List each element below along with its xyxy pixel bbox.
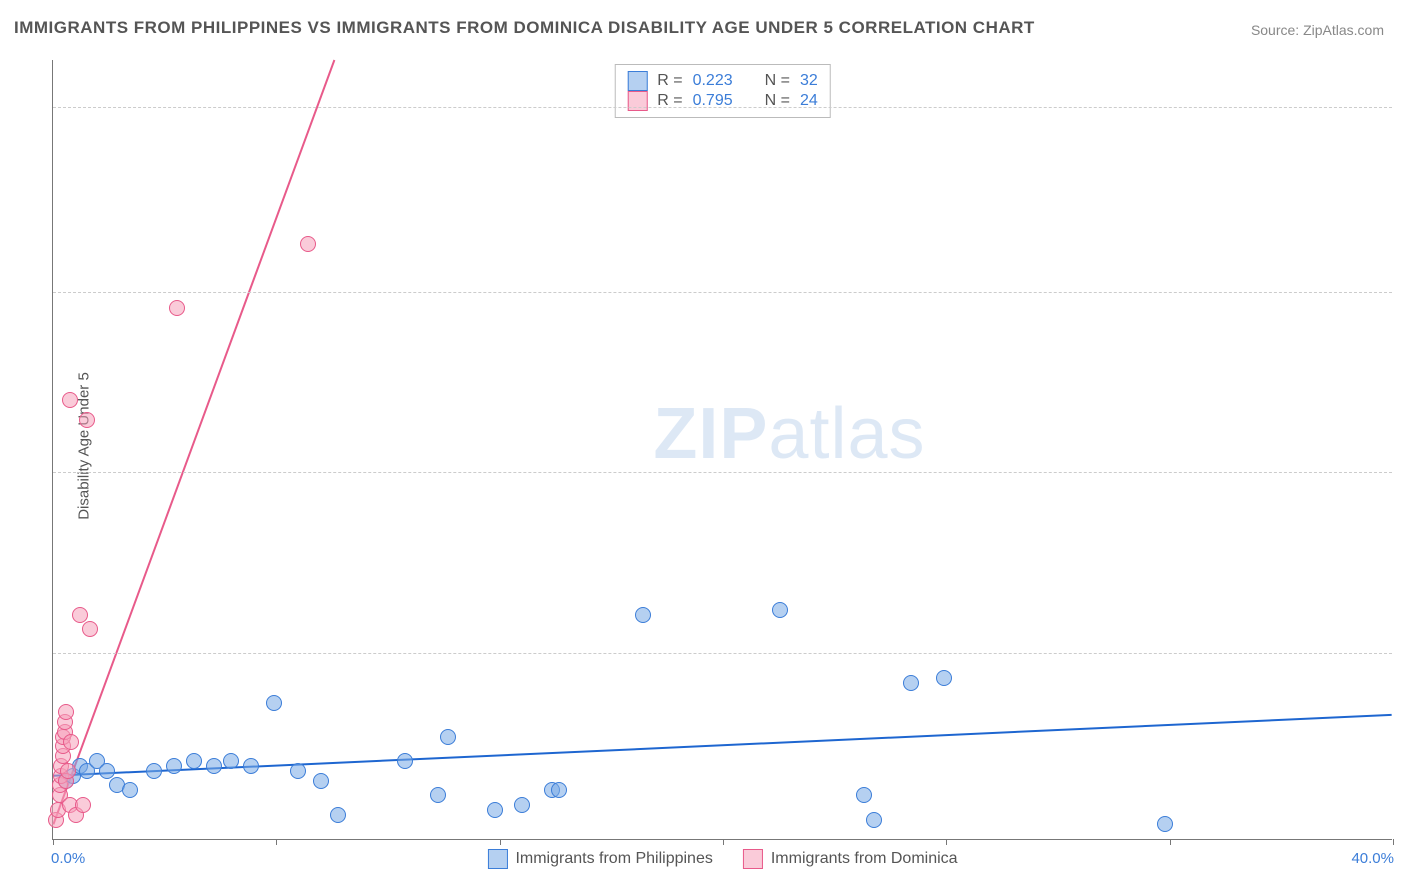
data-point-philippines [856, 787, 872, 803]
legend-label-dominica: Immigrants from Dominica [771, 850, 958, 868]
swatch-blue-icon [487, 849, 507, 869]
gridline-h [53, 292, 1392, 293]
gridline-h [53, 472, 1392, 473]
data-point-philippines [330, 807, 346, 823]
watermark-atlas: atlas [768, 394, 925, 474]
data-point-dominica [62, 392, 78, 408]
x-origin-label: 0.0% [51, 850, 85, 867]
rn-row-dominica: R = 0.795 N = 24 [627, 91, 818, 111]
r-value-philippines: 0.223 [693, 72, 733, 90]
data-point-philippines [290, 763, 306, 779]
data-point-philippines [866, 812, 882, 828]
gridline-h [53, 653, 1392, 654]
data-point-philippines [936, 670, 952, 686]
data-point-philippines [551, 782, 567, 798]
data-point-dominica [300, 236, 316, 252]
data-point-philippines [122, 782, 138, 798]
swatch-pink-icon [743, 849, 763, 869]
x-tick [1170, 839, 1171, 845]
data-point-philippines [430, 787, 446, 803]
data-point-philippines [514, 797, 530, 813]
y-tick-label: 11.2% [1397, 285, 1406, 302]
data-point-philippines [313, 773, 329, 789]
data-point-philippines [487, 802, 503, 818]
data-point-dominica [72, 607, 88, 623]
data-point-philippines [266, 695, 282, 711]
x-tick [1393, 839, 1394, 845]
legend-label-philippines: Immigrants from Philippines [515, 850, 712, 868]
swatch-blue-icon [627, 71, 647, 91]
watermark: ZIPatlas [653, 393, 925, 475]
x-tick [500, 839, 501, 845]
gridline-h [53, 107, 1392, 108]
data-point-philippines [397, 753, 413, 769]
x-max-label: 40.0% [1351, 850, 1394, 867]
data-point-dominica [79, 412, 95, 428]
data-point-philippines [440, 729, 456, 745]
data-point-dominica [58, 704, 74, 720]
source-label: Source: ZipAtlas.com [1251, 22, 1384, 38]
x-tick [946, 839, 947, 845]
data-point-dominica [75, 797, 91, 813]
data-point-dominica [60, 763, 76, 779]
x-tick [53, 839, 54, 845]
data-point-dominica [169, 300, 185, 316]
data-point-philippines [772, 602, 788, 618]
rn-row-philippines: R = 0.223 N = 32 [627, 71, 818, 91]
data-point-philippines [186, 753, 202, 769]
data-point-philippines [223, 753, 239, 769]
data-point-philippines [166, 758, 182, 774]
r-label: R = [657, 72, 682, 90]
legend-item-dominica: Immigrants from Dominica [743, 849, 958, 869]
x-tick [723, 839, 724, 845]
x-tick [276, 839, 277, 845]
rn-legend: R = 0.223 N = 32 R = 0.795 N = 24 [614, 64, 831, 118]
y-tick-label: 7.5% [1397, 465, 1406, 482]
y-tick-label: 3.8% [1397, 645, 1406, 662]
swatch-pink-icon [627, 91, 647, 111]
data-point-philippines [146, 763, 162, 779]
data-point-dominica [82, 621, 98, 637]
data-point-philippines [206, 758, 222, 774]
data-point-philippines [1157, 816, 1173, 832]
regression-line-dominica [53, 60, 334, 824]
legend-item-philippines: Immigrants from Philippines [487, 849, 712, 869]
data-point-dominica [63, 734, 79, 750]
n-value-philippines: 32 [800, 72, 818, 90]
data-point-philippines [243, 758, 259, 774]
y-tick-label: 15.0% [1397, 99, 1406, 116]
data-point-philippines [99, 763, 115, 779]
data-point-philippines [903, 675, 919, 691]
watermark-zip: ZIP [653, 394, 768, 474]
regression-lines [53, 60, 1392, 839]
series-legend: Immigrants from Philippines Immigrants f… [487, 849, 957, 869]
n-label: N = [765, 72, 790, 90]
data-point-philippines [635, 607, 651, 623]
plot-area: ZIPatlas R = 0.223 N = 32 R = 0.795 N = … [52, 60, 1392, 840]
chart-title: IMMIGRANTS FROM PHILIPPINES VS IMMIGRANT… [14, 18, 1035, 38]
